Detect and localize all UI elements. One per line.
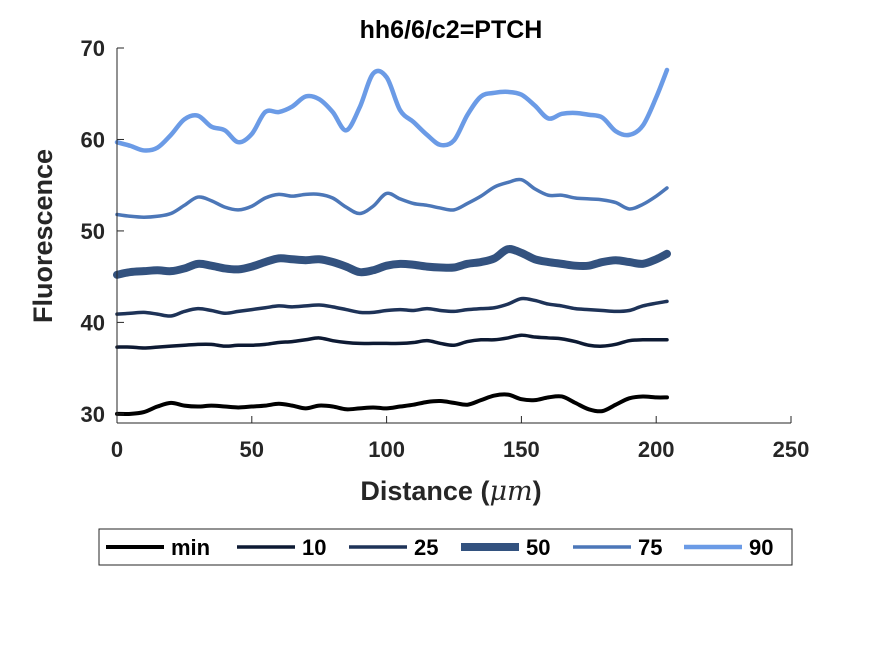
- y-axis-title: Fluorescence: [28, 149, 58, 323]
- x-tick-label: 0: [111, 437, 123, 462]
- x-tick-label: 50: [240, 437, 264, 462]
- series-line-50: [113, 245, 671, 279]
- y-tick-label: 40: [81, 310, 105, 335]
- chart-title: hh6/6/c2=PTCH: [360, 16, 543, 44]
- y-tick-label: 30: [81, 402, 105, 427]
- y-tick-label: 70: [81, 36, 105, 61]
- plot-area: [113, 67, 671, 416]
- series-line-25: [115, 296, 669, 318]
- x-tick-label: 150: [503, 437, 540, 462]
- x-axis-title-prefix: Distance (: [360, 476, 489, 506]
- x-tick-label: 250: [773, 437, 810, 462]
- legend-items: min 10 25 50 75 90: [106, 535, 773, 560]
- legend-box: [98, 528, 793, 566]
- axes: 0 50 100 150 200 250 30 40 50 60 70: [81, 36, 810, 462]
- legend-label-75: 75: [638, 535, 662, 560]
- series-line-75: [115, 177, 669, 219]
- x-axis-title-unit: μm: [489, 476, 532, 507]
- y-tick-label: 60: [81, 127, 105, 152]
- x-axis-title: Distance (μm): [360, 476, 541, 507]
- x-axis-title-suffix: ): [533, 476, 542, 506]
- legend-label-90: 90: [749, 535, 773, 560]
- x-tick-label: 200: [638, 437, 675, 462]
- legend-label-min: min: [171, 535, 210, 560]
- legend-label-50: 50: [526, 535, 550, 560]
- series-line-min: [115, 392, 669, 416]
- legend-label-25: 25: [414, 535, 438, 560]
- series-line-90: [114, 67, 670, 153]
- y-tick-label: 50: [81, 219, 105, 244]
- x-tick-label: 100: [368, 437, 405, 462]
- legend-label-10: 10: [302, 535, 326, 560]
- legend: min 10 25 50 75 90: [98, 528, 793, 566]
- series-line-10: [115, 333, 669, 350]
